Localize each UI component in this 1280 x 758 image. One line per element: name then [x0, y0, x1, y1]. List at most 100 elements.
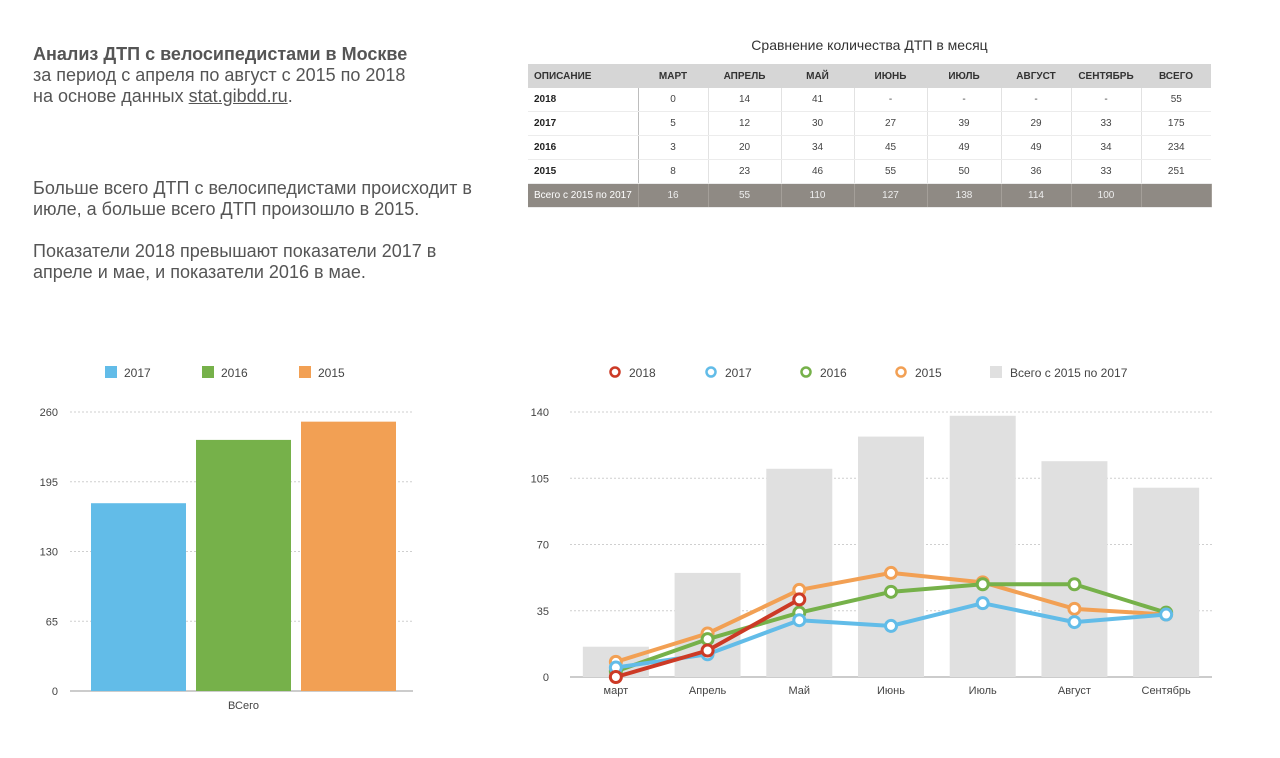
table-cell: 175	[1141, 111, 1211, 136]
table-cell: 33	[1071, 111, 1142, 136]
table-cell: 46	[781, 159, 855, 184]
table-cell: 234	[1141, 135, 1211, 160]
table-cell: 50	[927, 159, 1002, 184]
y-tick-label: 65	[46, 616, 58, 628]
table-cell: 14	[708, 88, 782, 112]
table-cell	[1141, 183, 1212, 208]
x-tick-label: март	[604, 685, 629, 697]
table-header-cell: ВСЕГО	[1141, 64, 1211, 88]
table-cell: Всего с 2015 по 2017	[528, 183, 639, 208]
table-header-cell: МАРТ	[638, 64, 708, 88]
summary-block: Больше всего ДТП с велосипедистами проис…	[33, 178, 493, 304]
table-cell: 8	[638, 159, 709, 184]
table-cell: 110	[781, 183, 855, 208]
x-tick-label: Сентябрь	[1142, 685, 1192, 697]
legend-swatch-total	[990, 366, 1002, 378]
table-cell: 20	[708, 135, 782, 160]
data-point-2017	[975, 596, 990, 611]
legend-marker-2018	[609, 366, 621, 378]
data-point-2018	[608, 670, 623, 684]
total-bar-Июнь	[858, 436, 924, 677]
table-title: Сравнение количества ДТП в месяц	[751, 37, 988, 53]
bar-chart-totals: 2017 2016 2015 0 65 130 195 260 ВСего	[40, 366, 413, 712]
table-cell: 12	[708, 111, 782, 136]
table-cell: 49	[1001, 135, 1072, 160]
legend-label-2017: 2017	[124, 366, 151, 380]
table-cell: 27	[854, 111, 928, 136]
data-point-2015	[884, 565, 898, 580]
table-header-cell: СЕНТЯБРЬ	[1071, 64, 1141, 88]
legend-label-2018: 2018	[629, 366, 656, 380]
report-source: на основе данных stat.gibdd.ru.	[33, 86, 463, 107]
data-point-2016	[975, 577, 990, 592]
legend-marker-2017	[705, 366, 717, 378]
y-tick-label: 35	[537, 606, 549, 618]
x-tick-label: Август	[1058, 685, 1091, 697]
table-cell: 2016	[528, 135, 639, 160]
y-tick-label: 0	[543, 672, 549, 684]
data-point-2015	[1067, 601, 1082, 616]
table-cell: 3	[638, 135, 709, 160]
table-header-row: ОПИСАНИЕ МАРТ АПРЕЛЬ МАЙ ИЮНЬ ИЮЛЬ АВГУСТ СЕНТЯ…	[528, 64, 1211, 88]
table-cell: 45	[854, 135, 928, 160]
legend-marker-2015	[895, 366, 907, 378]
table-cell: 2017	[528, 111, 639, 136]
data-point-2016	[700, 632, 715, 647]
total-bar-Сентябрь	[1133, 487, 1200, 677]
data-point-2017	[792, 613, 807, 628]
table-row: 2017 5 12 30 27 39 29 33 175	[528, 111, 1211, 136]
table-cell: 30	[781, 111, 855, 136]
table-cell: 55	[854, 159, 928, 184]
total-bar-Апрель	[674, 572, 741, 677]
x-tick-label: ВСего	[228, 700, 259, 712]
source-prefix: на основе данных	[33, 86, 189, 106]
table-cell: -	[854, 88, 928, 112]
legend-marker-2016	[800, 366, 812, 378]
table-cell: 23	[708, 159, 782, 184]
table-header-cell: АПРЕЛЬ	[708, 64, 781, 88]
table-cell: 55	[1141, 88, 1211, 112]
table-total-row: Всего с 2015 по 2017 16 55 110 127 138 114 100	[528, 183, 1212, 208]
total-bar-Июль	[949, 415, 1016, 677]
legend-swatch-2016	[202, 366, 214, 378]
table-cell: 16	[638, 183, 709, 208]
table-cell: 138	[927, 183, 1002, 208]
table-cell: 41	[781, 88, 855, 112]
y-tick-label: 130	[40, 547, 58, 559]
table-header-cell: МАЙ	[781, 64, 854, 88]
table-cell: 127	[854, 183, 928, 208]
table-cell: 36	[1001, 159, 1072, 184]
data-point-2017	[1159, 607, 1174, 622]
y-tick-label: 0	[52, 686, 58, 698]
x-tick-label: Июль	[969, 685, 997, 697]
table-cell: 39	[927, 111, 1002, 136]
intro-block: Анализ ДТП с велосипедистами в Москве за…	[33, 44, 463, 107]
table-cell: 2018	[528, 88, 639, 112]
table-header-cell: ИЮНЬ	[854, 64, 927, 88]
data-point-2018	[700, 643, 715, 658]
table-cell: 114	[1001, 183, 1072, 208]
x-tick-label: Май	[789, 685, 811, 697]
table-cell: -	[1001, 88, 1072, 112]
legend-label-2015: 2015	[915, 366, 942, 380]
data-point-2016	[884, 584, 898, 599]
table-cell: -	[927, 88, 1002, 112]
legend-label-2016: 2016	[820, 366, 847, 380]
y-tick-label: 70	[537, 540, 549, 552]
table-cell: 5	[638, 111, 709, 136]
y-tick-label: 105	[531, 473, 549, 485]
legend-label-2017: 2017	[725, 366, 752, 380]
table-cell: 29	[1001, 111, 1072, 136]
report-title: Анализ ДТП с велосипедистами в Москве	[33, 44, 408, 64]
table-header-cell: ИЮЛЬ	[927, 64, 1001, 88]
legend-swatch-2017	[105, 366, 117, 378]
data-point-2016	[1067, 577, 1082, 592]
total-bar-Август	[1041, 461, 1108, 677]
table-cell: 55	[708, 183, 782, 208]
legend-swatch-2015	[299, 366, 311, 378]
source-link[interactable]: stat.gibdd.ru	[188, 86, 288, 106]
table-cell: 100	[1071, 183, 1142, 208]
legend-label-2016: 2016	[221, 366, 248, 380]
summary-paragraph-2: Показатели 2018 превышают показатели 201…	[33, 241, 437, 282]
table-cell: 251	[1141, 159, 1211, 184]
